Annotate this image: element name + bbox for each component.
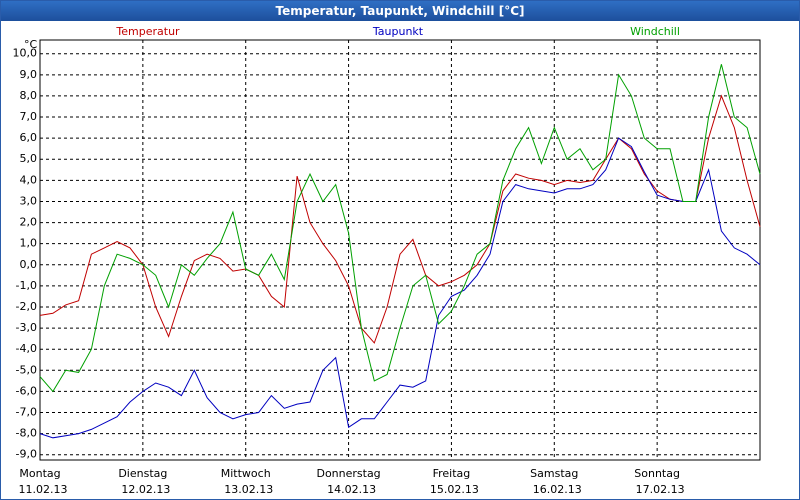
y-tick-label: 8,0: [20, 89, 38, 102]
y-tick-label: -9,0: [16, 448, 37, 461]
y-tick-label: 2,0: [20, 216, 38, 229]
x-tick-label: Donnerstag: [316, 467, 380, 480]
x-tick-label: Freitag: [433, 467, 471, 480]
y-tick-label: -6,0: [16, 384, 37, 397]
series-line: [39, 137, 761, 439]
y-tick-label: 1,0: [20, 237, 38, 250]
plot-area: [39, 39, 761, 461]
y-tick-label: 4,0: [20, 173, 38, 186]
y-tick-label: 3,0: [20, 194, 38, 207]
y-tick-label: -3,0: [16, 321, 37, 334]
y-tick-label: 10,0: [13, 47, 38, 60]
x-tick-date: 15.02.13: [430, 483, 479, 496]
x-tick-label: Sonntag: [634, 467, 680, 480]
x-tick-date: 11.02.13: [19, 483, 68, 496]
x-tick-date: 17.02.13: [636, 483, 685, 496]
y-tick-label: 6,0: [20, 131, 38, 144]
x-tick-date: 13.02.13: [224, 483, 273, 496]
x-tick-label: Montag: [19, 467, 60, 480]
y-tick-label: -5,0: [16, 363, 37, 376]
x-tick-label: Dienstag: [118, 467, 167, 480]
legend-label: Windchill: [630, 25, 680, 38]
title-bar: Temperatur, Taupunkt, Windchill [°C]: [1, 1, 799, 21]
x-tick-label: Mittwoch: [221, 467, 271, 480]
x-tick-date: 12.02.13: [121, 483, 170, 496]
y-tick-label: -4,0: [16, 342, 37, 355]
series-line: [39, 64, 761, 393]
y-tick-label: 7,0: [20, 110, 38, 123]
legend-label: Taupunkt: [372, 25, 424, 38]
y-tick-label: -8,0: [16, 427, 37, 440]
x-tick-label: Samstag: [530, 467, 578, 480]
y-tick-label: 5,0: [20, 152, 38, 165]
y-tick-label: -1,0: [16, 279, 37, 292]
x-tick-date: 16.02.13: [533, 483, 582, 496]
legend-label: Temperatur: [115, 25, 180, 38]
y-tick-label: 0,0: [20, 258, 38, 271]
unit-label: °C: [24, 38, 38, 51]
series-line: [39, 94, 761, 344]
y-tick-label: -2,0: [16, 300, 37, 313]
y-tick-label: -7,0: [16, 406, 37, 419]
x-tick-date: 14.02.13: [327, 483, 376, 496]
y-tick-label: 9,0: [20, 68, 38, 81]
